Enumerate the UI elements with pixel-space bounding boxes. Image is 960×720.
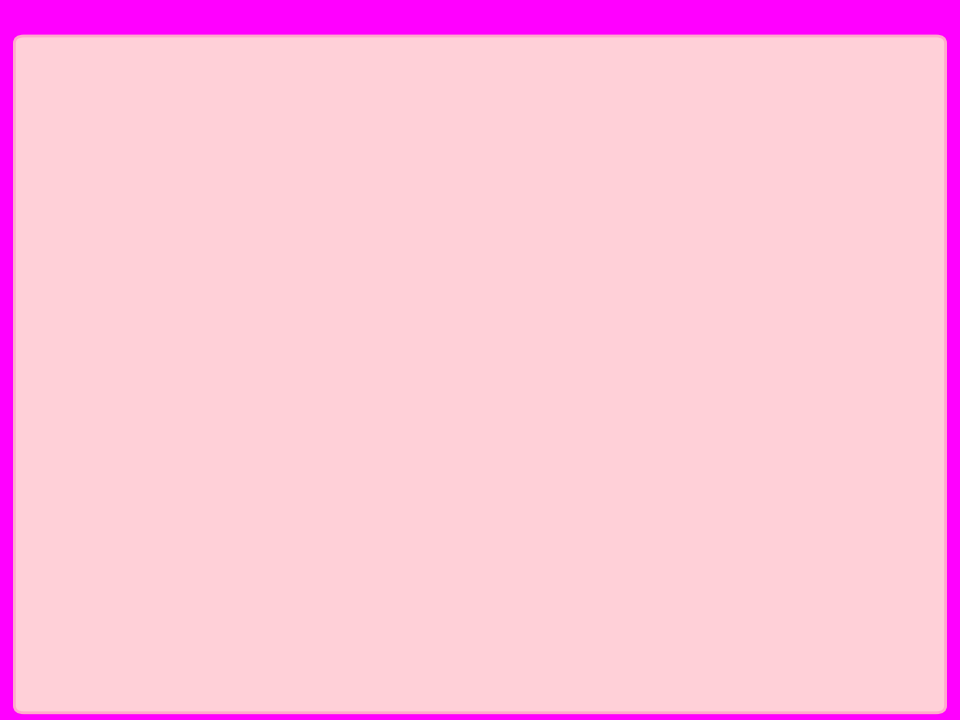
Text: −: − [773, 518, 788, 536]
Text: −: − [826, 433, 841, 452]
Text: +: + [775, 309, 790, 327]
Text: +: + [775, 559, 790, 577]
Text: Механизм формирования потенциала покоя: Механизм формирования потенциала покоя [48, 40, 763, 68]
Text: =: = [404, 310, 425, 334]
Text: поверхность клетки: поверхность клетки [490, 166, 667, 184]
Text: $P_{Na^+}$: $P_{Na^+}$ [325, 331, 375, 357]
Text: о: о [490, 216, 500, 234]
Text: −: − [192, 267, 202, 280]
Ellipse shape [283, 113, 379, 160]
Text: К⁺: К⁺ [288, 144, 301, 154]
Text: поляризована: поляризована [629, 599, 774, 618]
Text: −: − [192, 303, 202, 316]
Text: +: + [236, 357, 248, 370]
Text: 1: 1 [439, 283, 454, 307]
Text: +: + [236, 292, 248, 305]
Text: К: К [691, 440, 730, 485]
FancyBboxPatch shape [487, 63, 766, 135]
Text: ПП,: ПП, [46, 68, 97, 92]
Text: БМ: БМ [208, 88, 229, 102]
Text: Na⁺: Na⁺ [341, 296, 383, 316]
Text: Внутренняя: Внутренняя [490, 140, 594, 158]
Text: ПП = -90 мВ: ПП = -90 мВ [530, 86, 722, 113]
Text: +: + [236, 260, 248, 273]
Text: 2К⁺: 2К⁺ [62, 371, 84, 381]
Text: в основном,: в основном, [113, 68, 235, 87]
Text: +: + [583, 309, 598, 327]
Ellipse shape [62, 113, 158, 160]
Text: −: − [192, 195, 202, 208]
Text: +: + [513, 361, 528, 380]
Text: $P_{K^+}$: $P_{K^+}$ [331, 286, 370, 312]
Text: К⁺: К⁺ [36, 286, 82, 319]
Text: −: − [540, 472, 556, 490]
Text: +: + [845, 361, 860, 380]
Text: +: + [679, 577, 694, 596]
Text: in: in [101, 127, 120, 145]
Ellipse shape [98, 405, 238, 467]
Ellipse shape [98, 214, 238, 275]
Text: калиевый диффузионный потенциал.: калиевый диффузионный потенциал. [288, 68, 780, 89]
Text: +: + [761, 448, 787, 477]
Text: 3Na⁺: 3Na⁺ [322, 483, 347, 493]
Text: Акт.: Акт. [144, 426, 192, 445]
Text: Na: Na [802, 230, 869, 274]
Text: −: − [629, 537, 644, 555]
Text: +: + [236, 325, 248, 338]
Text: +: + [845, 506, 860, 524]
Text: −: − [654, 325, 668, 343]
Text: −: − [545, 387, 561, 405]
Bar [564, 292, 694, 367]
Text: +: + [236, 422, 248, 435]
Text: out: out [314, 127, 348, 145]
Text: −: − [192, 231, 202, 244]
Text: −: − [192, 339, 202, 352]
Text: Активный транспорт
поддерживает gradC: Активный транспорт поддерживает gradC [46, 562, 234, 598]
Text: −: − [782, 356, 798, 374]
Text: −: − [192, 375, 202, 388]
Text: +: + [236, 519, 248, 532]
Text: 0,04: 0,04 [416, 335, 468, 359]
FancyBboxPatch shape [470, 79, 936, 623]
Text: заряжена: заряжена [490, 191, 575, 209]
Text: +: + [236, 228, 248, 240]
Bar [608, 276, 737, 351]
Text: −: − [192, 570, 202, 582]
Text: трицательно: трицательно [507, 216, 621, 234]
Circle shape [518, 317, 854, 569]
Text: +: + [902, 230, 925, 258]
Text: +: + [236, 454, 248, 467]
Text: К⁺: К⁺ [902, 252, 920, 266]
Text: Пасс.: Пасс. [138, 235, 198, 254]
Text: +: + [513, 505, 528, 524]
Text: К⁺: К⁺ [139, 150, 155, 163]
Text: мембрана: мембрана [523, 599, 624, 618]
FancyBboxPatch shape [26, 540, 338, 623]
Text: Na⁺: Na⁺ [91, 270, 117, 284]
Circle shape [562, 349, 811, 536]
Text: −: − [192, 541, 202, 554]
Text: +: + [236, 195, 248, 208]
Text: +: + [236, 390, 248, 402]
Text: Na⁺: Na⁺ [588, 472, 612, 485]
Text: +: + [583, 559, 598, 577]
Text: +: + [236, 487, 248, 500]
FancyBboxPatch shape [24, 79, 470, 623]
Text: !: ! [701, 216, 708, 234]
Text: +: + [236, 552, 248, 564]
Text: +: + [679, 289, 694, 308]
